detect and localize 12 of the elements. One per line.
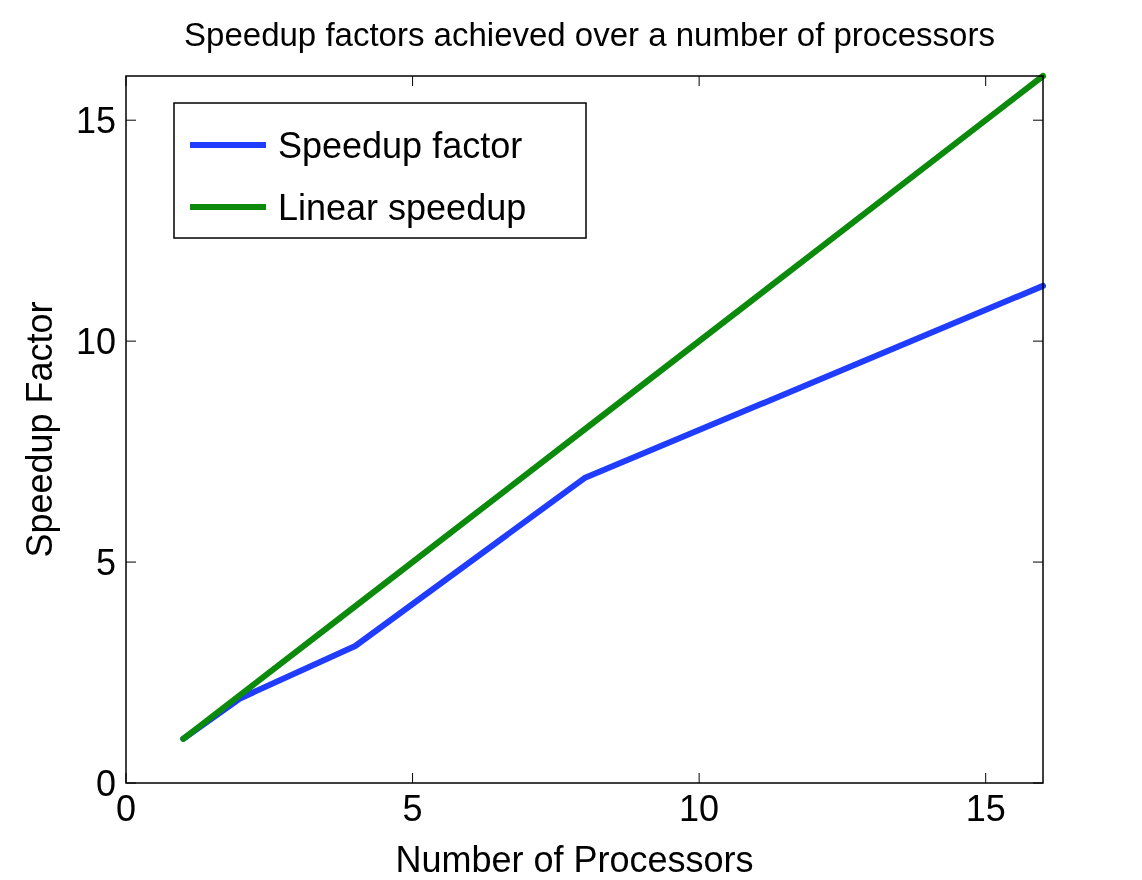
x-tick-label: 10 — [679, 788, 720, 829]
y-tick-label: 15 — [75, 100, 116, 142]
y-tick-label: 5 — [95, 542, 116, 584]
x-axis-title: Number of Processors — [395, 839, 754, 880]
chart-title: Speedup factors achieved over a number of processors — [184, 16, 995, 53]
legend-label: Linear speedup — [278, 187, 527, 228]
y-tick-label: 0 — [95, 763, 116, 804]
y-axis-title: Speedup Factor — [19, 301, 60, 558]
x-tick-label: 5 — [402, 788, 423, 829]
y-tick-label: 10 — [75, 321, 116, 363]
x-tick-label: 15 — [965, 788, 1006, 829]
legend-label: Speedup factor — [278, 125, 523, 166]
